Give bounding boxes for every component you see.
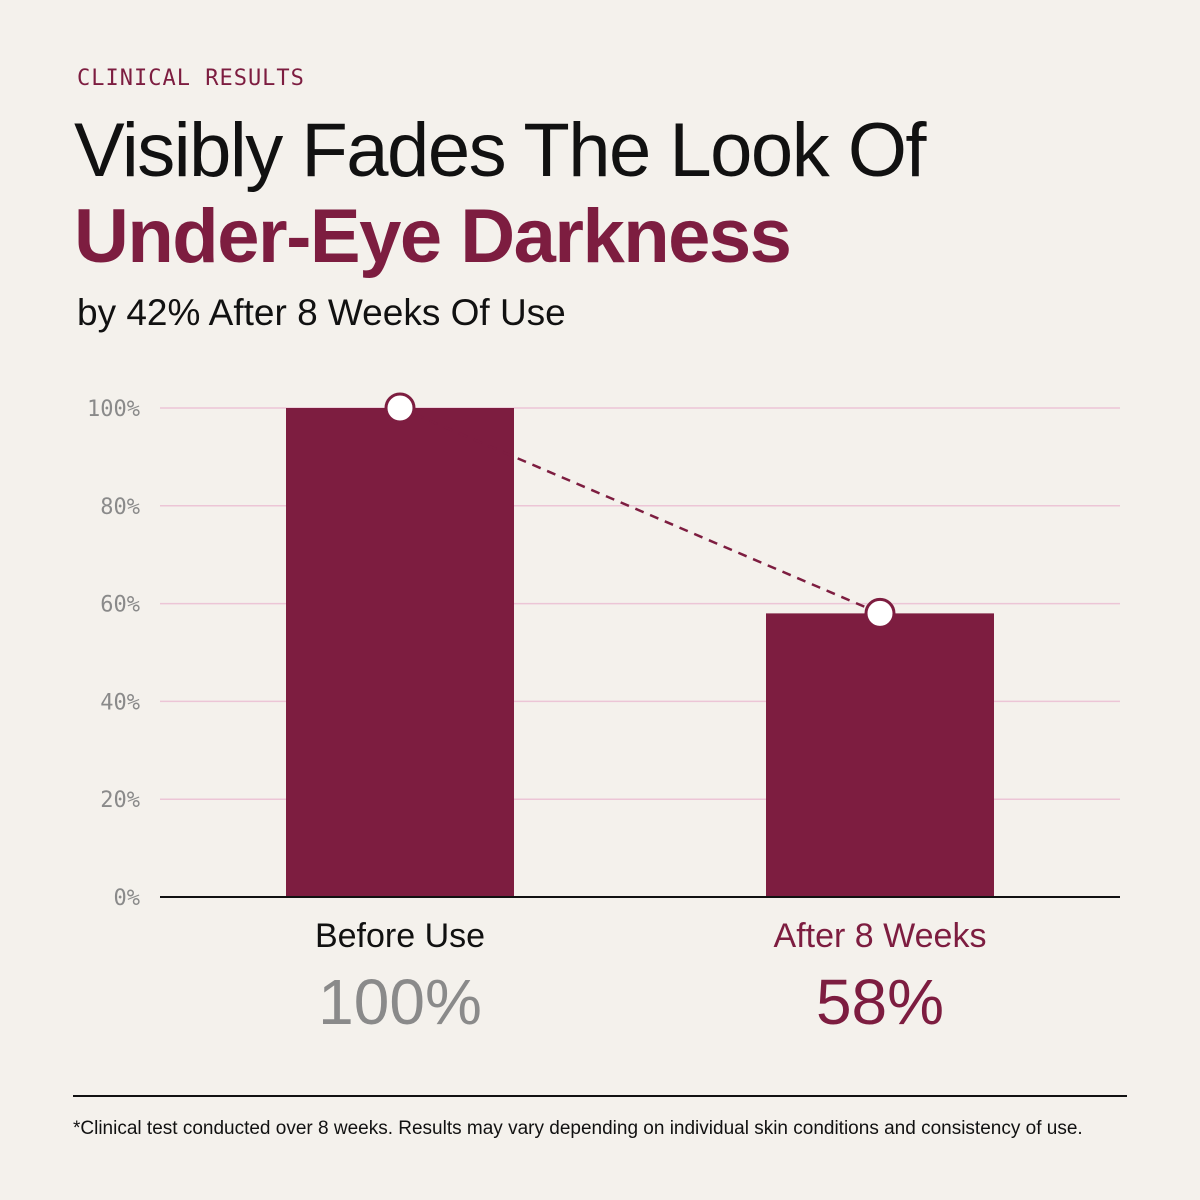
bar-0 xyxy=(286,408,514,897)
y-tick-label-80: 80% xyxy=(100,495,140,520)
subheadline: by 42% After 8 Weeks Of Use xyxy=(77,292,566,333)
eyebrow-label: CLINICAL RESULTS xyxy=(77,66,305,91)
bar-chart: 0% 20% 40% 60% 80% 100% xyxy=(87,392,1120,911)
headline-line-1: Visibly Fades The Look Of xyxy=(74,108,927,193)
point-marker-1 xyxy=(864,597,896,629)
value-label-after: 58% xyxy=(815,966,945,1038)
bar-1 xyxy=(766,613,994,897)
footnote: *Clinical test conducted over 8 weeks. R… xyxy=(73,1118,1083,1139)
point-marker-0 xyxy=(384,392,416,424)
category-label-after: After 8 Weeks xyxy=(773,917,987,955)
category-label-before: Before Use xyxy=(314,917,486,955)
value-label-before: 100% xyxy=(318,966,482,1038)
y-tick-label-100: 100% xyxy=(87,397,140,422)
headline-line-2: Under-Eye Darkness xyxy=(74,194,792,279)
footnote-divider xyxy=(73,1095,1127,1097)
trend-dashed-line xyxy=(399,406,881,615)
y-tick-label-60: 60% xyxy=(100,593,140,618)
y-tick-label-40: 40% xyxy=(100,690,140,715)
y-tick-label-0: 0% xyxy=(114,886,141,911)
y-tick-label-20: 20% xyxy=(100,788,140,813)
